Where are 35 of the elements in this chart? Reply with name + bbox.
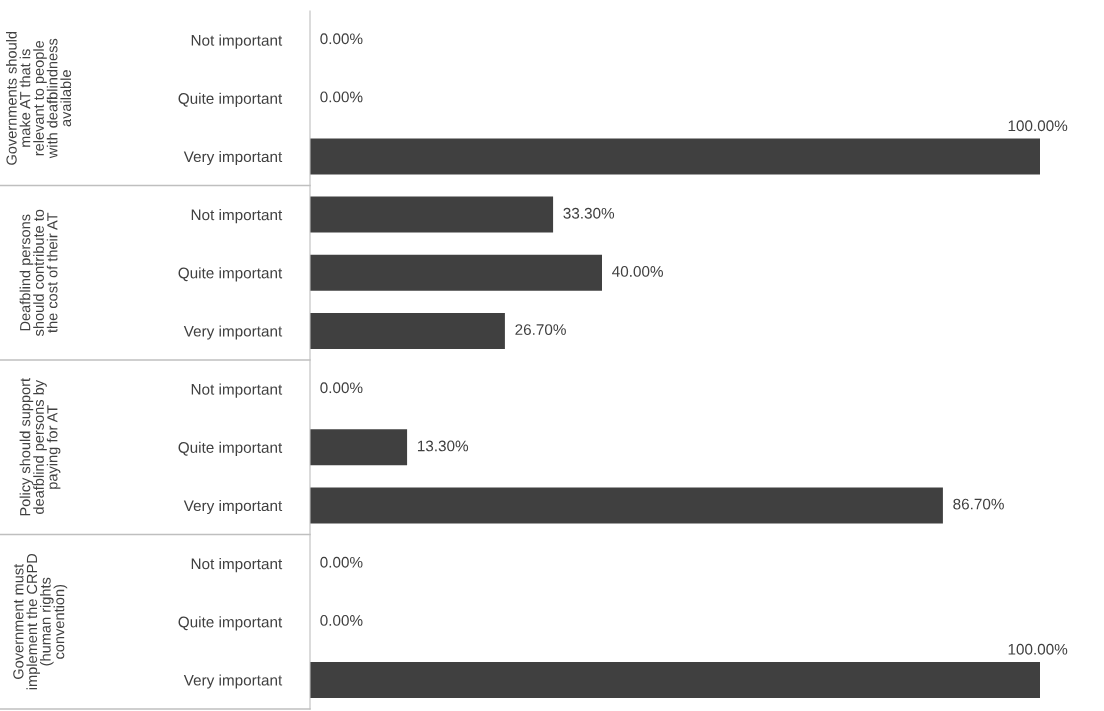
data-label: 33.30% <box>563 207 615 219</box>
data-label: 40.00% <box>612 266 663 277</box>
data-label: 0.00% <box>320 615 363 626</box>
bar <box>310 312 505 349</box>
bar <box>310 429 408 466</box>
data-label: 0.00% <box>320 556 363 568</box>
text: Deafblind persons should contribute to the cost of their AT <box>19 209 58 336</box>
text: Governments should make AT that is relevant to people with deafblindness available <box>6 31 72 165</box>
y-tick-label: Quite important <box>178 616 283 631</box>
data-label: 86.70% <box>953 498 1004 510</box>
data-label: 13.30% <box>417 440 469 452</box>
y-tick-label: Not important <box>191 383 283 398</box>
data-label: 100.00% <box>1008 120 1068 132</box>
y-tick-label: Very important <box>183 325 283 340</box>
y-tick-label: Not important <box>191 558 283 573</box>
data-label: 100.00% <box>1008 643 1068 655</box>
y-tick-label: Very important <box>183 499 283 515</box>
bar <box>310 138 1040 175</box>
y-tick-label: Not important <box>191 34 283 49</box>
data-label: 0.00% <box>320 382 363 394</box>
y-tick-label: Quite important <box>178 92 283 107</box>
data-label: 0.00% <box>320 33 363 45</box>
text: Policy should support deafblind persons by paying for AT <box>19 378 61 516</box>
bar <box>310 254 602 291</box>
bar <box>310 487 943 524</box>
bar <box>310 196 554 233</box>
text: Government must implement the CRPD (human rights convention) <box>13 553 68 690</box>
bar <box>310 661 1040 698</box>
y-tick-label: Very important <box>183 150 283 166</box>
y-tick-label: Not important <box>191 209 283 224</box>
y-tick-label: Very important <box>183 674 283 689</box>
data-label: 0.00% <box>320 91 363 103</box>
y-tick-label: Quite important <box>178 441 283 456</box>
y-tick-label: Quite important <box>178 267 283 282</box>
data-label: 26.70% <box>515 324 566 336</box>
